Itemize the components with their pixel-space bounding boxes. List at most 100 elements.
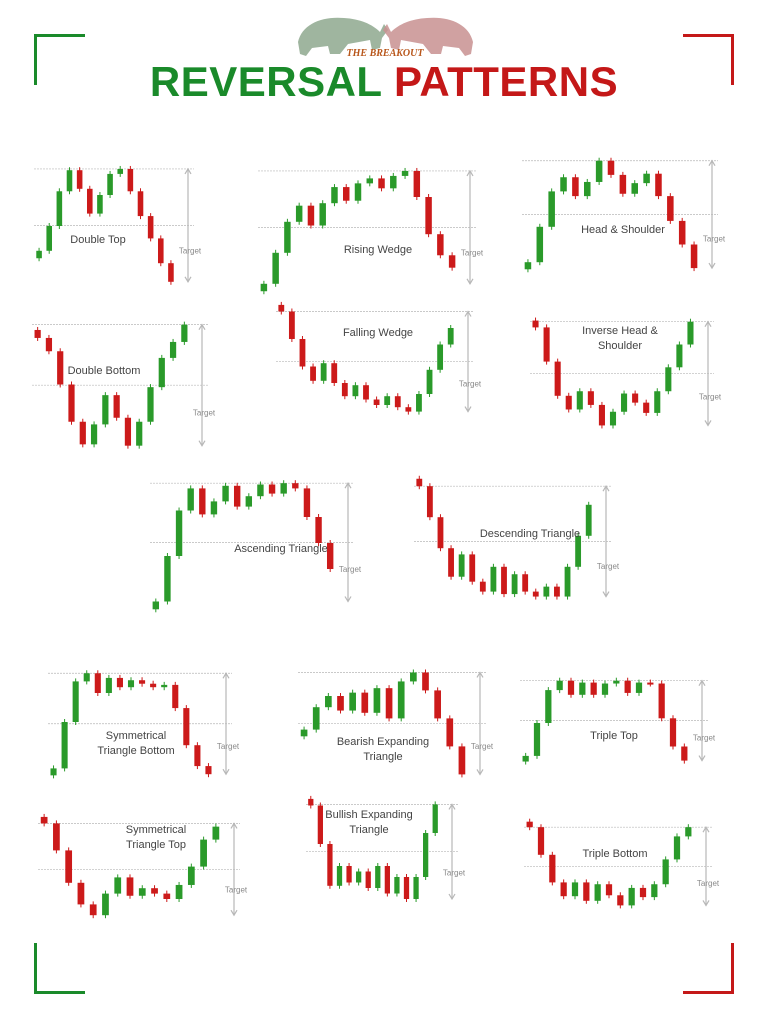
candle [137, 191, 144, 217]
pattern-title: Triple Bottom [582, 848, 647, 860]
candle [426, 486, 433, 518]
candle [40, 816, 48, 824]
pattern-title: Head & Shoulder [581, 224, 665, 236]
candle [320, 363, 327, 381]
candle [183, 708, 190, 746]
pattern-title: Bearish Expanding [337, 736, 429, 748]
candle [66, 170, 73, 192]
candle [548, 191, 555, 227]
arrow-head [466, 169, 474, 177]
arrow-head [222, 768, 230, 776]
candle [210, 501, 218, 515]
arrow-head [704, 320, 712, 328]
pattern-panel: Target Inverse Head & Shoulder [530, 317, 722, 429]
arrow-head [698, 755, 706, 762]
candle [613, 680, 620, 684]
candle [554, 586, 560, 597]
candle [50, 768, 57, 776]
candle [308, 798, 314, 806]
candle [385, 688, 393, 719]
candle [617, 895, 624, 906]
candle [114, 877, 122, 894]
candle [594, 884, 601, 901]
candle [222, 485, 229, 502]
candle [56, 191, 63, 226]
candle [245, 496, 253, 507]
arrow-head [698, 679, 706, 687]
pattern-panel: Target Descending Triangle [414, 475, 620, 600]
candle [469, 554, 476, 582]
candle [83, 673, 90, 682]
target-label: Target [699, 393, 722, 402]
candle [147, 216, 154, 239]
candle [373, 399, 380, 405]
candle [590, 682, 597, 695]
arrow-head [466, 278, 474, 285]
candle [317, 805, 323, 844]
candle [127, 168, 134, 192]
target-label: Target [693, 734, 716, 743]
candle [212, 826, 220, 840]
arrow-head [344, 482, 352, 489]
candle [490, 566, 497, 592]
arrow-head [602, 591, 610, 598]
arrow-head [222, 672, 230, 679]
candle [575, 535, 582, 567]
candle [446, 718, 454, 747]
candle [331, 187, 338, 204]
corner-bottom-left [34, 943, 85, 994]
candle [595, 160, 603, 182]
candle [532, 591, 539, 597]
candle [117, 168, 124, 174]
pattern-panel: Target Rising Wedge [258, 167, 484, 295]
candle [79, 421, 86, 445]
candle [667, 196, 674, 221]
pattern-panel: Target Bearish Expanding Triangle [298, 669, 494, 778]
candle [352, 385, 359, 397]
candle [233, 485, 241, 507]
candle [549, 854, 556, 883]
candle [571, 882, 579, 897]
candle [533, 723, 541, 756]
candle [654, 391, 661, 413]
candle [107, 173, 113, 195]
pattern-title: Triangle Top [126, 839, 186, 851]
target-label: Target [461, 249, 484, 258]
candle [147, 387, 154, 422]
arrow-head [184, 167, 192, 175]
candle [187, 488, 194, 511]
candle [172, 684, 179, 709]
candle [138, 888, 146, 896]
candle [257, 484, 264, 497]
candle [127, 680, 135, 688]
page-title: REVERSAL PATTERNS [0, 58, 768, 106]
candle [522, 755, 529, 762]
target-label: Target [443, 868, 466, 877]
corner-top-right [683, 34, 734, 85]
candle [416, 394, 422, 412]
candle [126, 877, 134, 896]
candle [690, 244, 698, 269]
target-label: Target [179, 247, 202, 256]
candle [194, 745, 201, 767]
arrow-head [708, 159, 716, 167]
candle [45, 337, 53, 352]
pattern-panel: Target Triple Bottom [524, 818, 720, 909]
candle [416, 478, 423, 487]
candle [341, 383, 348, 397]
pattern-title: Double Top [70, 234, 125, 246]
candle [268, 484, 276, 494]
candle [425, 197, 432, 235]
candle [643, 402, 650, 413]
arrow-head [476, 769, 484, 776]
candle [479, 581, 486, 592]
candle [619, 174, 627, 194]
candle [175, 510, 183, 556]
candle [89, 904, 97, 916]
candle [410, 672, 417, 682]
candle [163, 893, 171, 899]
arrow-head [708, 262, 716, 270]
candle [413, 170, 421, 197]
candle [572, 177, 579, 197]
pattern-title: Triple Top [590, 730, 638, 742]
